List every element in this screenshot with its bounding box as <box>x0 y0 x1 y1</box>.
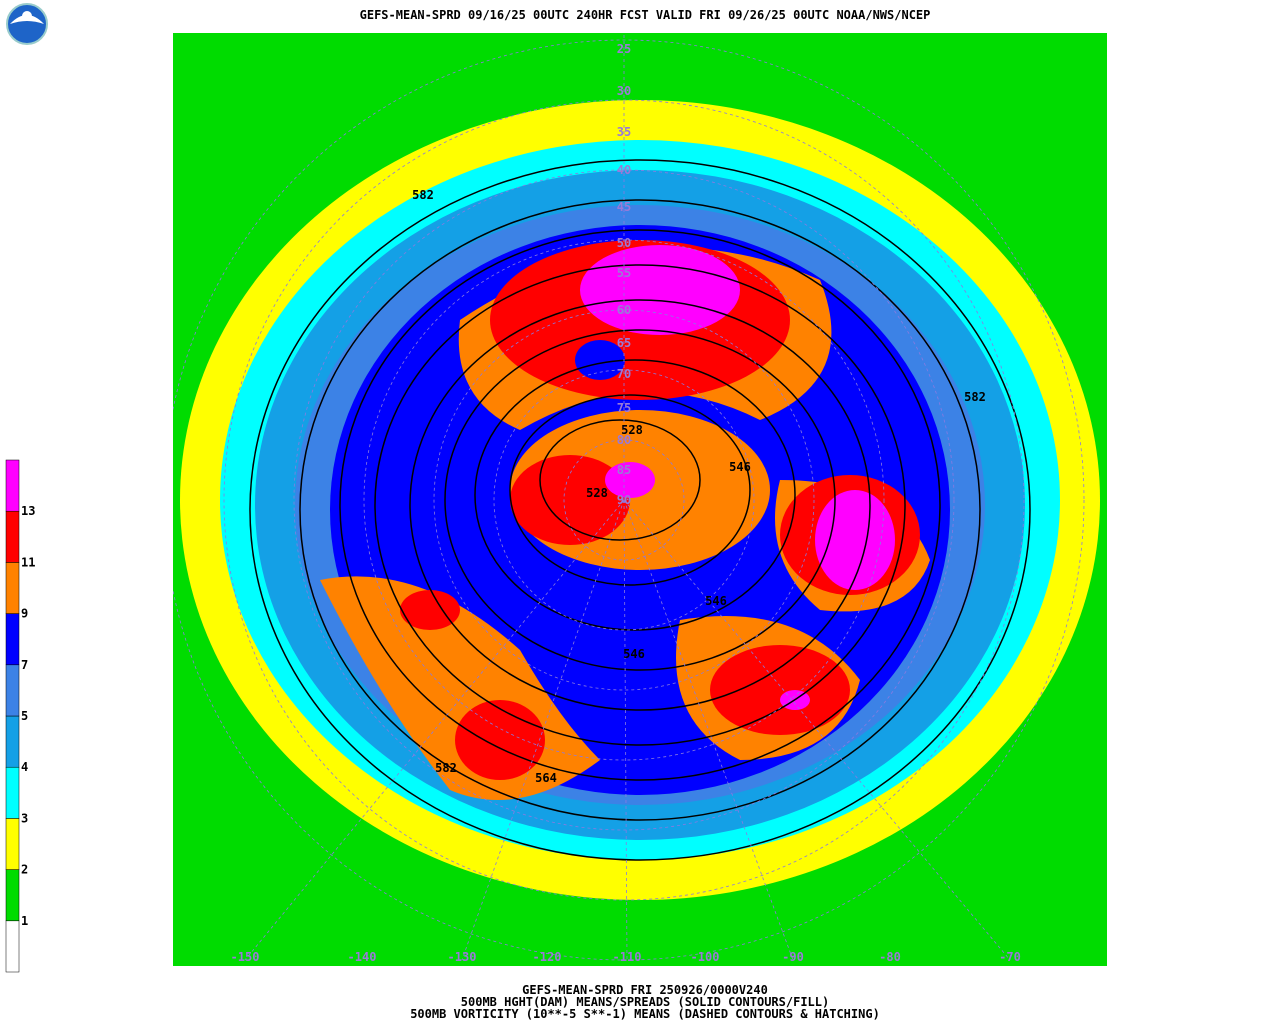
footer-line: 500MB HGHT(DAM) MEANS/SPREADS (SOLID CON… <box>461 995 829 1009</box>
contour-label: 582 <box>412 188 434 202</box>
latitude-label: 65 <box>617 336 631 350</box>
latitude-label: 60 <box>617 303 631 317</box>
contour-label: 582 <box>964 390 986 404</box>
colorbar-band <box>5 818 20 870</box>
longitude-label: -110 <box>613 950 642 964</box>
longitude-label: -120 <box>533 950 562 964</box>
map-area: 582 582 546 546 546 528 528 564 582 25 30 35 40 45 50 5… <box>173 33 1107 966</box>
colorbar-band <box>5 510 20 563</box>
noaa-logo <box>6 3 48 45</box>
contour-label: 546 <box>705 594 727 608</box>
latitude-label: 25 <box>617 42 631 56</box>
colorbar-band <box>5 459 20 512</box>
colorbar-band <box>5 869 20 922</box>
colorbar-label: 11 <box>21 555 35 569</box>
colorbar-band <box>5 920 20 973</box>
colorbar-label: 13 <box>21 504 35 518</box>
contour-label: 528 <box>621 423 643 437</box>
colorbar-band <box>5 562 20 614</box>
colorbar-label: 1 <box>21 914 28 928</box>
latitude-label: 40 <box>617 163 631 177</box>
colorbar-label: 5 <box>21 709 28 723</box>
footer-line: 500MB VORTICITY (10**-5 S**-1) MEANS (DA… <box>410 1007 880 1021</box>
longitude-label: -100 <box>691 950 720 964</box>
colorbar-label: 9 <box>21 607 28 621</box>
contour-label: 546 <box>623 647 645 661</box>
colorbar-band <box>5 715 20 768</box>
colorbar-band <box>5 664 20 717</box>
colorbar-label: 2 <box>21 863 28 877</box>
contour-label: 564 <box>535 771 557 785</box>
latitude-label: 35 <box>617 125 631 139</box>
header-title: GEFS-MEAN-SPRD 09/16/25 00UTC 240HR FCST… <box>360 8 931 22</box>
latitude-label: 50 <box>617 236 631 250</box>
longitude-label: -150 <box>231 950 260 964</box>
contour-label: 528 <box>586 486 608 500</box>
latitude-label: 30 <box>617 84 631 98</box>
longitude-label: -130 <box>448 950 477 964</box>
contour-label: 546 <box>729 460 751 474</box>
latitude-label: 85 <box>617 463 631 477</box>
colorbar-band <box>5 613 20 666</box>
longitude-label: -80 <box>879 950 901 964</box>
colorbar-label: 7 <box>21 658 28 672</box>
colorbar-label: 3 <box>21 811 28 825</box>
contour-label: 582 <box>435 761 457 775</box>
colorbar-band <box>5 766 20 819</box>
longitude-label: -140 <box>348 950 377 964</box>
longitude-label: -70 <box>999 950 1021 964</box>
latitude-label: 75 <box>617 401 631 415</box>
latitude-label: 90 <box>617 493 631 507</box>
latitude-label: 45 <box>617 200 631 214</box>
footer-line: GEFS-MEAN-SPRD FRI 250926/0000V240 <box>522 983 768 997</box>
colorbar-label: 4 <box>21 760 28 774</box>
longitude-label: -90 <box>782 950 804 964</box>
latitude-label: 80 <box>617 433 631 447</box>
latitude-label: 70 <box>617 367 631 381</box>
latitude-label: 55 <box>617 266 631 280</box>
